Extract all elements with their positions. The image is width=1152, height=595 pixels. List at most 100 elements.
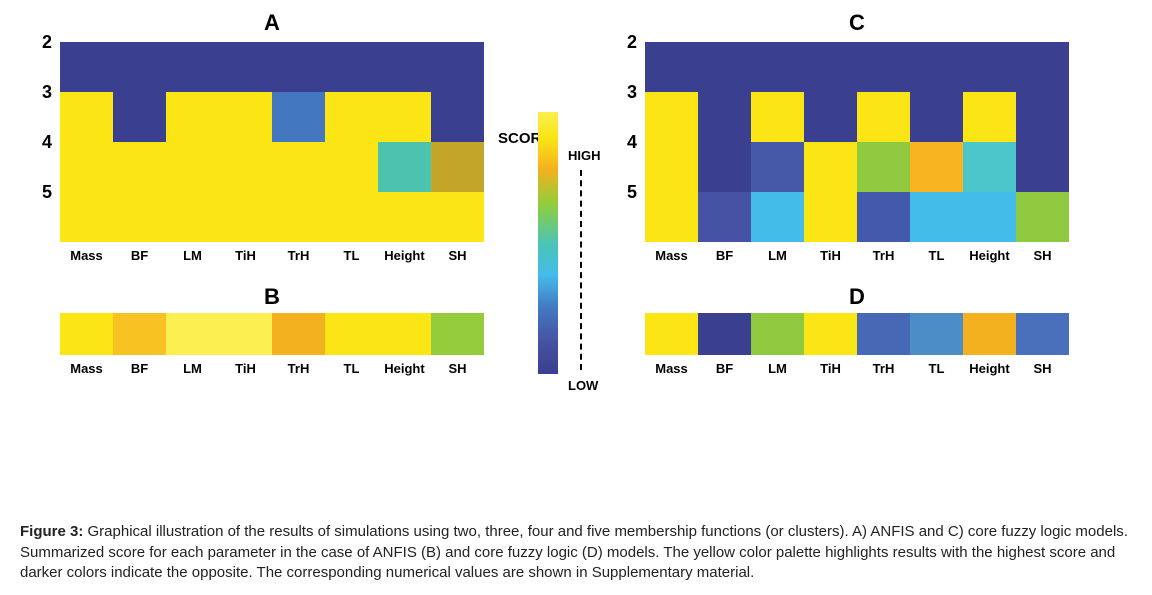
panel-c-cell [751, 92, 804, 142]
x-tick: LM [166, 361, 219, 376]
panel-a-cell [431, 92, 484, 142]
x-tick: SH [431, 248, 484, 263]
caption-body: Graphical illustration of the results of… [20, 523, 1128, 581]
x-tick: BF [698, 248, 751, 263]
panel-c-cell [1016, 42, 1069, 92]
panel-b-cell [431, 313, 484, 355]
panel-c-cell [645, 142, 698, 192]
panel-d-cell [804, 313, 857, 355]
panel-c-cell [963, 142, 1016, 192]
panel-c-cell [698, 92, 751, 142]
y-tick: 4 [611, 132, 637, 153]
panel-b-title: B [60, 284, 484, 310]
x-tick: Mass [645, 361, 698, 376]
panel-a-cell [378, 42, 431, 92]
colorbar-high-label: HIGH [568, 148, 601, 163]
panel-d-cell [698, 313, 751, 355]
x-tick: LM [166, 248, 219, 263]
panel-c-cell [698, 42, 751, 92]
y-tick: 3 [611, 82, 637, 103]
panel-a-cell [378, 192, 431, 242]
panel-c-cell [857, 92, 910, 142]
panel-a-cell [219, 142, 272, 192]
panel-a-cell [219, 92, 272, 142]
panel-a-cell [166, 42, 219, 92]
panel-a-cell [325, 192, 378, 242]
panel-b-cell [272, 313, 325, 355]
x-tick: BF [113, 361, 166, 376]
panel-b-cell [166, 313, 219, 355]
x-tick: TiH [804, 248, 857, 263]
panel-c-cell [910, 142, 963, 192]
panel-c-heatmap [645, 42, 1069, 242]
x-tick: Height [378, 361, 431, 376]
panel-a-cell [431, 142, 484, 192]
colorbar-low-label: LOW [568, 378, 598, 393]
panel-a-cell [113, 142, 166, 192]
panel-a-heatmap [60, 42, 484, 242]
panel-d-cell [645, 313, 698, 355]
colorbar [538, 112, 558, 374]
x-tick: BF [113, 248, 166, 263]
panel-c-cell [857, 192, 910, 242]
x-tick: Height [378, 248, 431, 263]
panel-c-cell [804, 92, 857, 142]
panel-c-cell [645, 192, 698, 242]
panel-b-cell [113, 313, 166, 355]
panel-d-cell [751, 313, 804, 355]
x-tick: TiH [804, 361, 857, 376]
x-tick: TL [910, 248, 963, 263]
panel-a-cell [325, 42, 378, 92]
x-tick: LM [751, 361, 804, 376]
x-tick: TL [325, 248, 378, 263]
panel-d-heatmap [645, 313, 1069, 355]
y-tick: 2 [26, 32, 52, 53]
x-tick: Height [963, 248, 1016, 263]
panel-c-cell [751, 42, 804, 92]
panel-c-title: C [645, 10, 1069, 36]
x-tick: TrH [857, 361, 910, 376]
y-tick: 2 [611, 32, 637, 53]
panel-c-cell [751, 192, 804, 242]
x-tick: TrH [272, 361, 325, 376]
panel-a-cell [431, 42, 484, 92]
panel-d-cell [857, 313, 910, 355]
panel-c-cell [857, 142, 910, 192]
panel-a-cell [431, 192, 484, 242]
figure-root: A 2345 MassBFLMTiHTrHTLHeightSH B MassBF… [0, 0, 1152, 595]
x-tick: TL [325, 361, 378, 376]
x-tick: Height [963, 361, 1016, 376]
x-tick: LM [751, 248, 804, 263]
panel-a-cell [272, 42, 325, 92]
panel-c-cell [1016, 92, 1069, 142]
colorbar-range-dash [580, 170, 582, 370]
panel-c-cell [963, 192, 1016, 242]
panel-a-cell [272, 142, 325, 192]
x-tick: SH [1016, 361, 1069, 376]
panel-b-heatmap [60, 313, 484, 355]
panel-c-cell [645, 92, 698, 142]
figure-caption: Figure 3: Graphical illustration of the … [20, 522, 1132, 583]
panel-c-cell [804, 142, 857, 192]
panel-a-cell [113, 42, 166, 92]
panel-a-cell [60, 192, 113, 242]
panel-a-cell [272, 192, 325, 242]
panel-c-cell [1016, 192, 1069, 242]
panel-c-cell [857, 42, 910, 92]
panel-c-cell [751, 142, 804, 192]
panel-a-cell [325, 142, 378, 192]
x-tick: TiH [219, 248, 272, 263]
x-tick: SH [1016, 248, 1069, 263]
panel-d-cell [1016, 313, 1069, 355]
panel-a-cell [60, 142, 113, 192]
x-tick: BF [698, 361, 751, 376]
panel-c-cell [910, 192, 963, 242]
panel-a-cell [272, 92, 325, 142]
panel-c-cell [804, 192, 857, 242]
panel-a-cell [113, 192, 166, 242]
panel-c-cell [963, 92, 1016, 142]
x-tick: Mass [60, 361, 113, 376]
panel-a-cell [325, 92, 378, 142]
panel-a-cell [378, 92, 431, 142]
y-tick: 5 [611, 182, 637, 203]
